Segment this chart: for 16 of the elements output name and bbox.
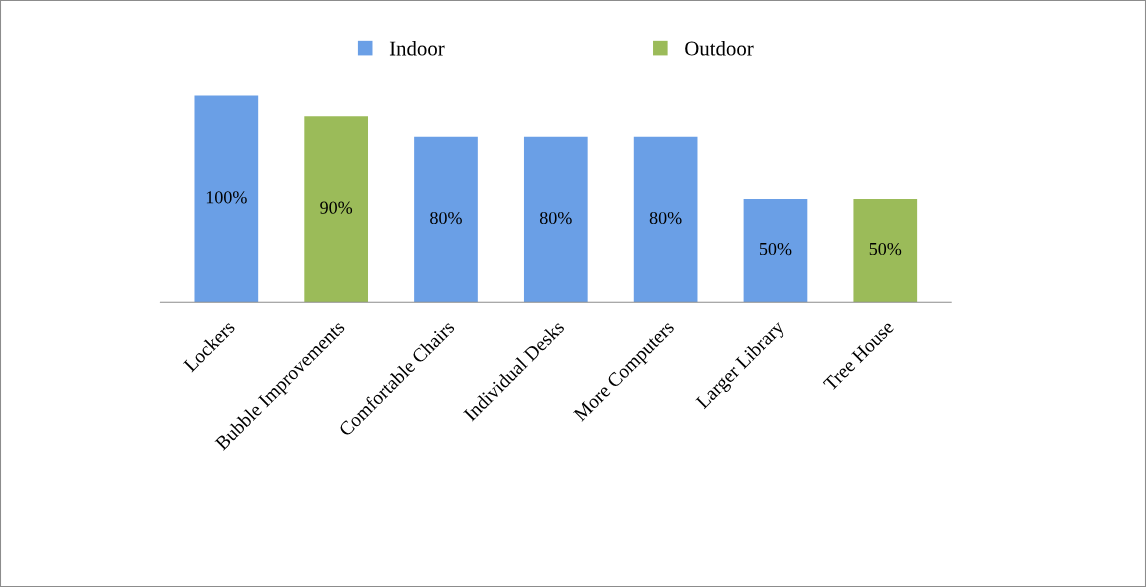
legend-label: Outdoor: [685, 40, 754, 56]
bar: [853, 198, 918, 303]
bar: [633, 136, 698, 303]
bar: [304, 116, 369, 303]
data-label: 90%: [320, 201, 353, 214]
data-label: 50%: [869, 242, 902, 256]
bar: [523, 136, 588, 303]
bar: [414, 136, 478, 303]
legend-label: Indoor: [389, 40, 445, 56]
bar: [194, 95, 259, 303]
data-label: 80%: [539, 211, 572, 225]
bar: [743, 198, 808, 303]
data-label: 80%: [649, 211, 682, 225]
data-label: 80%: [430, 211, 462, 225]
data-label: 50%: [759, 242, 792, 256]
data-label: 100%: [206, 191, 247, 204]
